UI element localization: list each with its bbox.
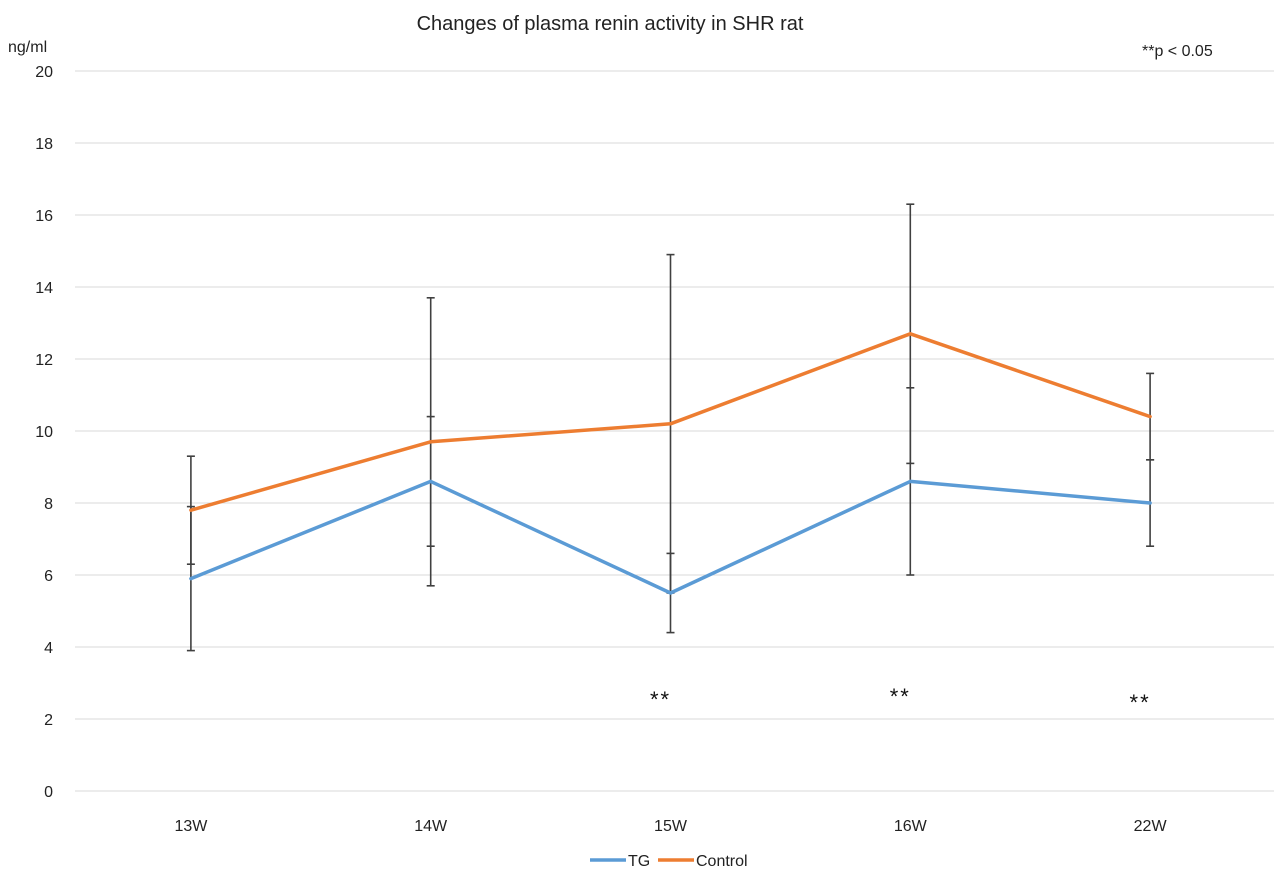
error-bars bbox=[186, 203, 1155, 652]
y-tick-label: 2 bbox=[44, 712, 53, 729]
x-tick-label: 22W bbox=[1134, 818, 1168, 835]
x-tick-label: 14W bbox=[414, 818, 448, 835]
y-tick-label: 18 bbox=[35, 136, 53, 153]
series-lines bbox=[189, 332, 1152, 595]
gridlines bbox=[75, 70, 1274, 792]
x-tick-label: 15W bbox=[654, 818, 688, 835]
y-axis-ticks: 0 2 4 6 8 10 12 14 16 18 20 bbox=[35, 64, 53, 801]
y-tick-label: 20 bbox=[35, 64, 53, 81]
x-axis-ticks: 13W 14W 15W 16W 22W bbox=[174, 818, 1167, 835]
legend: TG Control bbox=[590, 853, 748, 870]
series-line-tg bbox=[189, 479, 1152, 595]
y-tick-label: 16 bbox=[35, 208, 53, 225]
y-tick-label: 4 bbox=[44, 640, 53, 657]
x-tick-label: 16W bbox=[894, 818, 928, 835]
significance-markers: ** ** ** bbox=[650, 684, 1151, 715]
y-tick-label: 0 bbox=[44, 784, 53, 801]
y-axis-unit: ng/ml bbox=[8, 39, 47, 56]
y-tick-label: 14 bbox=[35, 280, 53, 297]
legend-label-tg: TG bbox=[628, 853, 650, 870]
y-tick-label: 12 bbox=[35, 352, 53, 369]
legend-label-control: Control bbox=[696, 853, 748, 870]
y-tick-label: 10 bbox=[35, 424, 53, 441]
series-line-control bbox=[189, 332, 1152, 512]
significance-note: **p < 0.05 bbox=[1142, 43, 1213, 60]
significance-marker: ** bbox=[650, 687, 671, 712]
y-tick-label: 6 bbox=[44, 568, 53, 585]
y-tick-label: 8 bbox=[44, 496, 53, 513]
x-tick-label: 13W bbox=[174, 818, 208, 835]
significance-marker: ** bbox=[890, 684, 911, 709]
significance-marker: ** bbox=[1130, 690, 1151, 715]
chart-title: Changes of plasma renin activity in SHR … bbox=[417, 13, 804, 35]
